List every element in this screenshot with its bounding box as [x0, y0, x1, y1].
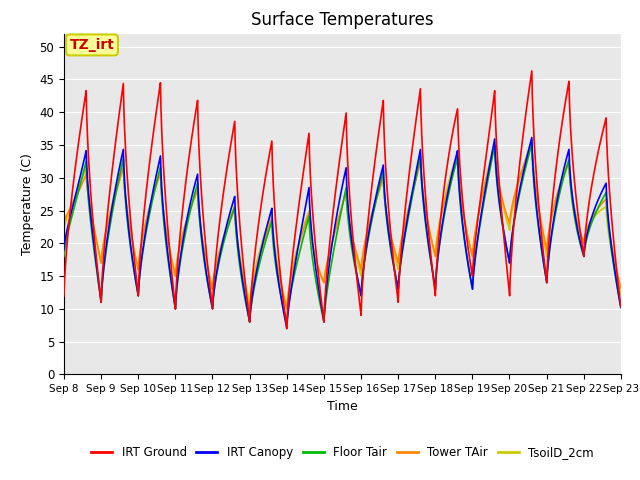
Y-axis label: Temperature (C): Temperature (C): [21, 153, 34, 255]
Legend: IRT Ground, IRT Canopy, Floor Tair, Tower TAir, TsoilD_2cm: IRT Ground, IRT Canopy, Floor Tair, Towe…: [86, 442, 598, 464]
Title: Surface Temperatures: Surface Temperatures: [251, 11, 434, 29]
Text: TZ_irt: TZ_irt: [70, 38, 115, 52]
X-axis label: Time: Time: [327, 400, 358, 413]
